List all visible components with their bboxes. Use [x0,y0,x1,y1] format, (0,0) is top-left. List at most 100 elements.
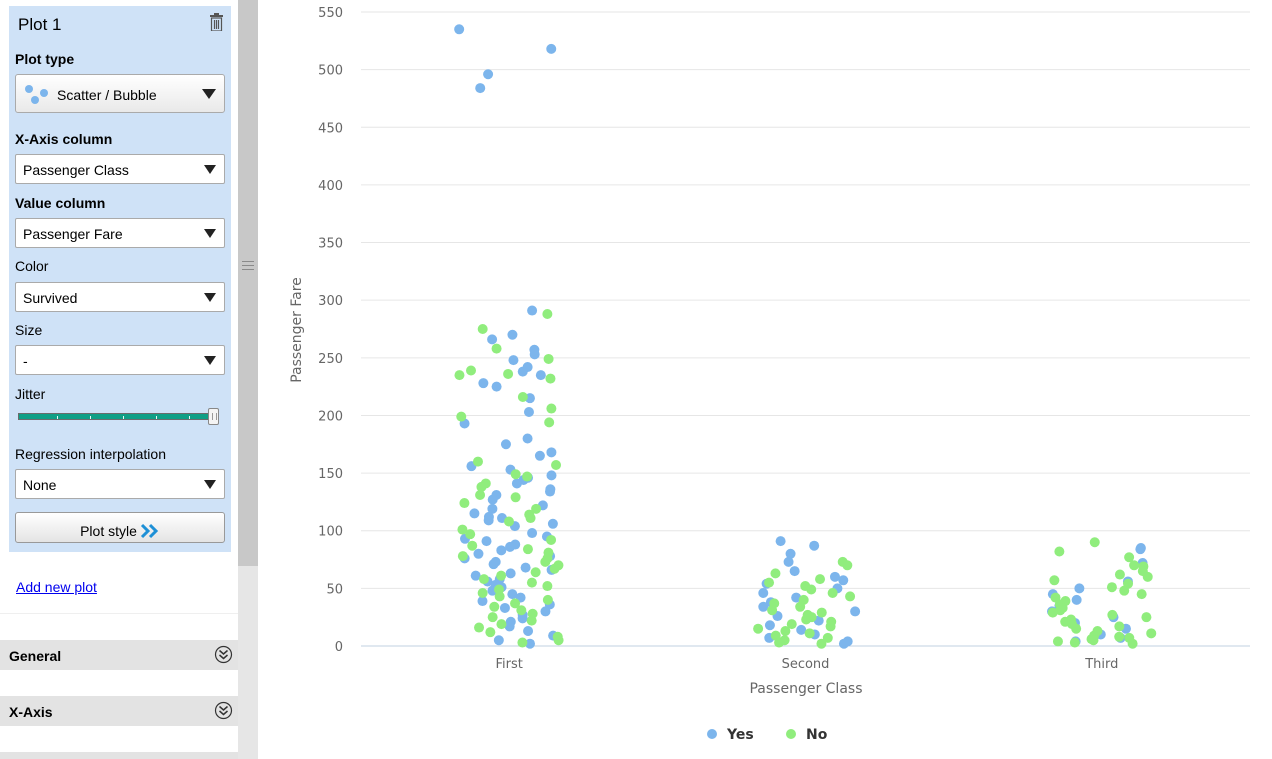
data-point [1069,637,1080,648]
chart-legend: Yes No [707,727,828,743]
data-point [481,536,492,547]
data-point [457,524,468,535]
data-point [526,615,537,626]
jitter-slider-handle[interactable] [208,408,219,425]
data-point [475,489,486,500]
data-point [476,481,487,492]
data-point [487,334,498,345]
x-axis-column-label: X-Axis column [15,131,113,147]
regression-interpolation-select[interactable]: None [15,469,225,499]
plot-type-dropdown[interactable]: Scatter / Bubble [15,74,225,113]
x-axis-title: Passenger Class [749,681,862,697]
data-point [542,309,553,320]
chevron-down-icon [204,165,216,174]
data-point [838,575,849,586]
add-new-plot-link[interactable]: Add new plot [16,579,97,595]
data-point [770,568,781,579]
jitter-slider[interactable] [18,408,220,425]
expand-circle-icon[interactable] [214,701,233,720]
data-point [526,577,537,588]
data-point [1142,571,1153,582]
data-point [822,632,833,643]
data-point [478,574,489,585]
value-column-select[interactable]: Passenger Fare [15,218,225,248]
data-point [546,470,557,481]
data-point [472,456,483,467]
data-point [827,587,838,598]
data-point [493,635,504,646]
data-point [491,381,502,392]
data-point [457,551,468,562]
x-axis-column-select[interactable]: Passenger Class [15,154,225,184]
data-point [1107,609,1118,620]
data-point [775,536,786,547]
data-point [1088,635,1099,646]
data-point [508,355,519,366]
data-point [547,518,558,529]
data-point [517,366,528,377]
data-point [1141,612,1152,623]
trash-icon[interactable] [210,13,223,31]
data-point [1071,594,1082,605]
data-point [496,545,507,556]
expand-circle-icon[interactable] [214,645,233,664]
size-select[interactable]: - [15,345,225,375]
plot-type-value: Scatter / Bubble [57,87,157,103]
y-tick-label: 150 [318,467,343,482]
data-point [1119,585,1130,596]
data-point [780,626,791,637]
divider [0,613,238,614]
section-collapsed-next[interactable] [0,752,238,759]
data-point [459,498,470,509]
scatter-icon [25,85,48,104]
y-axis-title: Passenger Fare [289,277,305,383]
data-point [511,478,522,489]
jitter-slider-track[interactable] [18,413,214,420]
scrollbar-grip-icon [242,261,254,270]
data-point [531,503,542,514]
y-tick-label: 500 [318,64,343,79]
data-point [454,370,465,381]
plot-style-button[interactable]: Plot style [15,512,225,543]
data-point [1049,575,1060,586]
color-select[interactable]: Survived [15,282,225,312]
data-point [545,486,556,497]
data-point [758,601,769,612]
data-point [517,392,528,403]
x-tick-label: Second [782,657,830,672]
data-point [804,628,815,639]
data-point [466,365,477,376]
jitter-label: Jitter [15,386,46,402]
sidebar: Plot 1 Plot type Scatter / Bubble X-Axis… [0,0,238,759]
data-point [545,373,556,384]
sidebar-scrollbar-thumb[interactable] [238,0,258,566]
data-point [543,353,554,364]
data-point [1114,569,1125,580]
data-point [505,568,516,579]
data-point [838,638,849,649]
data-point [1124,552,1135,563]
data-point [510,598,521,609]
data-point [477,596,488,607]
slider-tick [156,416,157,419]
y-tick-label: 0 [335,640,343,655]
color-label: Color [15,258,49,274]
legend-marker [786,729,796,739]
legend-item-label[interactable]: Yes [726,727,754,743]
legend-marker [707,729,717,739]
data-point [520,562,531,573]
data-point [1052,636,1063,647]
data-point [523,626,534,637]
value-column-value: Passenger Fare [23,226,123,242]
regression-interpolation-value: None [23,477,57,493]
data-point [542,581,553,592]
data-point [517,613,528,624]
data-point [516,605,527,616]
legend-item-label[interactable]: No [806,727,828,743]
section-x-axis[interactable]: X-Axis [0,696,238,726]
slider-tick [189,416,190,419]
data-point [478,378,489,389]
data-point [786,619,797,630]
section-general[interactable]: General [0,640,238,670]
data-point [549,563,560,574]
